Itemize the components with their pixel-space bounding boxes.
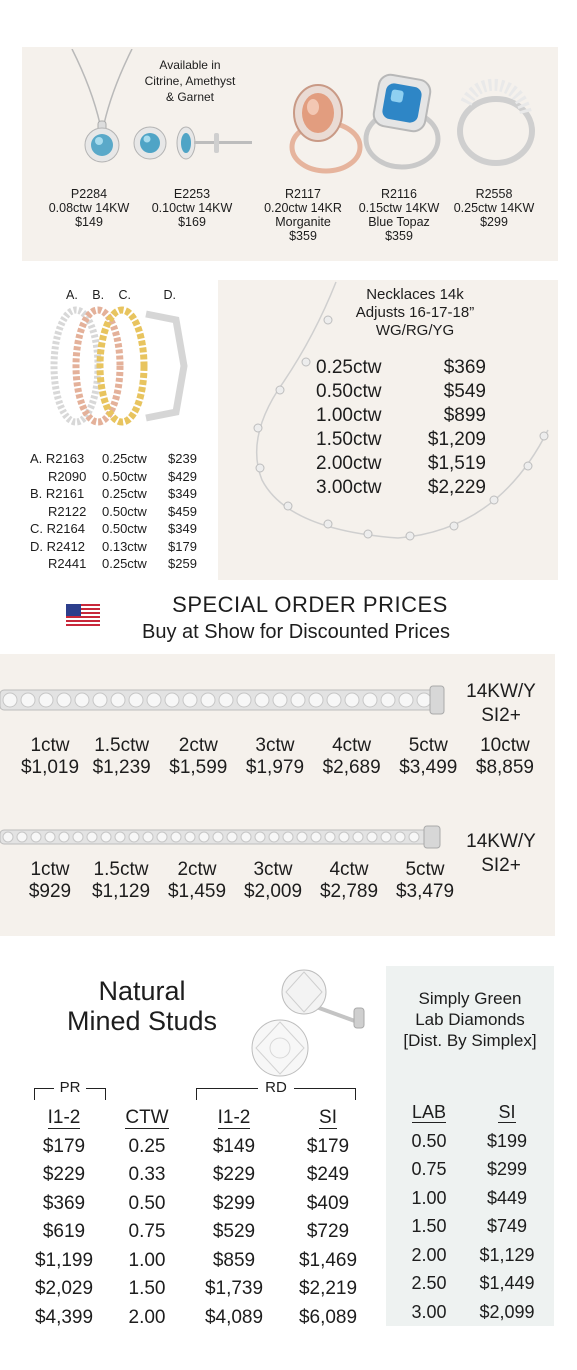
lab-row: 0.50 $199 [411,1130,528,1151]
tennis2-metal: 14KW/Y SI2+ [466,831,536,876]
band-row: R2122 0.50ctw $459 [48,503,197,519]
necklace-row: 1.00ctw $899 [316,405,486,426]
necklace-row: 2.00ctw $1,519 [316,453,486,474]
lab-row: 2.00 $1,129 [411,1244,535,1265]
tennis-bracelet-2-image [0,825,441,849]
band-row: A. R2163 0.25ctw $239 [30,451,197,466]
tennis-bracelet-1-image [0,685,445,715]
tennis1-prices: $1,019 $1,239 $1,599 $1,979 $2,689 $3,49… [20,757,534,778]
band-row: B. R2161 0.25ctw $349 [30,486,197,501]
studs-header-row: I1-2 CTW I1-2 SI [47,1107,337,1129]
lab-diamonds-panel: Simply Green Lab Diamonds [Dist. By Simp… [386,966,554,1326]
necklaces-price-table: 0.25ctw $369 0.50ctw $549 1.00ctw $899 1.50… [316,356,486,500]
lab-row: 3.00 $2,099 [411,1301,535,1322]
top-jewelry-panel: Available in Citrine, Amethyst & Garnet … [22,47,558,261]
item-r2116: R2116 0.15ctw 14KW Blue Topaz $359 [358,187,440,243]
lab-row: 1.00 $449 [411,1187,528,1208]
necklace-row: 1.50ctw $1,209 [316,429,486,450]
stud-earrings-image [251,969,365,1077]
studs-price-table: I1-2 CTW I1-2 SI $179 0.25 $149 $179 $229 0.… [20,1104,374,1332]
band-letters: A. B. C. D. [66,288,176,302]
special-order-title: SPECIAL ORDER PRICES [172,592,448,617]
studs-row: $619 0.75 $529 $729 [42,1221,350,1242]
item-r2558: R2558 0.25ctw 14KW $299 [453,187,535,229]
station-necklace-image [253,281,549,541]
band-row: R2090 0.50ctw $429 [48,468,197,484]
necklaces-title: Necklaces 14k Adjusts 16-17-18” WG/RG/YG [355,286,475,339]
lab-row: 2.50 $1,449 [411,1273,535,1293]
studs-row: $229 0.33 $229 $249 [42,1164,350,1185]
tennis2-sizes: 1ctw 1.5ctw 2ctw 3ctw 4ctw 5ctw [30,859,445,880]
item-r2117: R2117 0.20ctw 14KR Morganite $359 [264,187,342,243]
studs-row: $4,399 2.00 $4,089 $6,089 [34,1306,358,1328]
necklaces-panel: Necklaces 14k Adjusts 16-17-18” WG/RG/YG… [218,280,558,580]
tennis2-prices: $929 $1,129 $1,459 $2,009 $2,789 $3,479 [28,881,455,902]
r2558-ring-image [457,78,535,166]
studs-title: Natural Mined Studs [66,976,218,1036]
item-e2253: E2253 0.10ctw 14KW $169 [151,187,233,229]
us-flag-icon [66,604,100,628]
lab-title: Simply Green Lab Diamonds [Dist. By Simp… [403,989,537,1050]
band-row: D. R2412 0.13ctw $179 [30,538,197,554]
band-row: R2441 0.25ctw $259 [48,556,197,571]
pr-label: PR [54,1079,86,1097]
tennis1-metal: 14KW/Y SI2+ [466,681,536,726]
item-p2284: P2284 0.08ctw 14KW $149 [48,187,130,229]
necklace-row: 0.50ctw $549 [316,381,486,402]
necklace-row: 3.00ctw $2,229 [316,477,486,498]
lab-header-row: LAB SI [411,1102,516,1123]
studs-row: $179 0.25 $149 $179 [42,1135,350,1157]
morganite-ring-image [289,84,363,174]
rd-label: RD [258,1079,294,1097]
lab-row: 0.75 $299 [411,1159,528,1179]
stacked-bands-image [50,306,188,426]
lab-price-table: LAB SI 0.50 $199 0.75 $299 1.00 $449 1.50 $7… [392,1098,548,1326]
studs-row: $369 0.50 $299 $409 [42,1192,350,1214]
tennis-bracelets-panel: 14KW/Y SI2+ 1ctw 1.5ctw 2ctw 3ctw 4ctw 5… [0,654,555,936]
tennis1-sizes: 1ctw 1.5ctw 2ctw 3ctw 4ctw 5ctw 10ctw [30,735,530,756]
special-order-subtitle: Buy at Show for Discounted Prices [142,621,450,643]
available-note: Available in Citrine, Amethyst & Garnet [144,58,236,104]
studs-row: $1,199 1.00 $859 $1,469 [34,1249,358,1271]
blue-topaz-ring-image [363,73,441,170]
necklace-row: 0.25ctw $369 [316,357,486,378]
earrings-image [133,126,252,160]
studs-row: $2,029 1.50 $1,739 $2,219 [34,1278,358,1299]
lab-row: 1.50 $749 [411,1216,528,1236]
band-row: C. R2164 0.50ctw $349 [30,521,197,536]
pendant-image [71,49,133,163]
bands-price-table: A. R2163 0.25ctw $239 R2090 0.50ctw $429 B. … [30,450,208,573]
